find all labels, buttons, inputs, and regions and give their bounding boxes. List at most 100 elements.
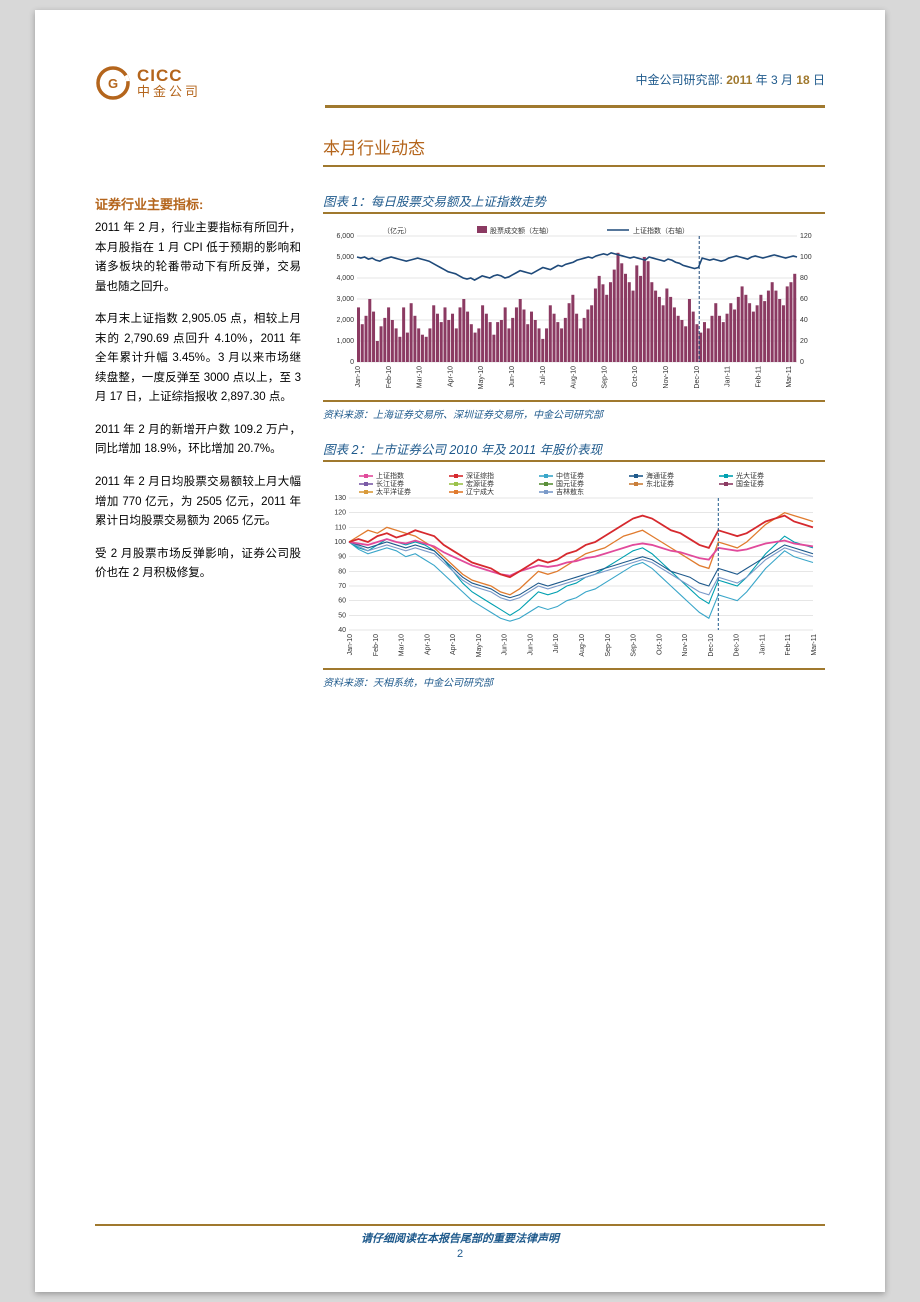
svg-text:130: 130 <box>334 495 346 502</box>
svg-text:70: 70 <box>338 583 346 590</box>
svg-text:40: 40 <box>800 317 808 324</box>
svg-text:Mar-11: Mar-11 <box>786 366 793 388</box>
svg-text:Mar-10: Mar-10 <box>399 634 406 656</box>
svg-text:May-10: May-10 <box>478 366 485 389</box>
sidebar-p4: 2011 年 2 月日均股票交易额较上月大幅增加 770 亿元，为 2505 亿… <box>95 473 301 532</box>
footer-page: 2 <box>95 1248 825 1260</box>
sidebar-heading: 证券行业主要指标: <box>95 194 301 213</box>
svg-text:Apr-10: Apr-10 <box>450 634 457 655</box>
svg-text:Dec-10: Dec-10 <box>694 366 701 389</box>
svg-text:60: 60 <box>338 598 346 605</box>
chart2-title: 图表 2：上市证券公司 2010 年及 2011 年股价表现 <box>323 439 825 462</box>
svg-text:Jan-11: Jan-11 <box>759 634 766 655</box>
chart1-source: 资料来源：上海证券交易所、深圳证券交易所，中金公司研究部 <box>323 406 825 421</box>
svg-text:Sep-10: Sep-10 <box>605 634 612 657</box>
svg-text:Nov-10: Nov-10 <box>682 634 689 657</box>
svg-text:中信证券: 中信证券 <box>556 471 584 480</box>
chart1-svg: 01,0002,0003,0004,0005,0006,000020406080… <box>323 222 823 398</box>
svg-text:0: 0 <box>350 359 354 366</box>
svg-text:Jun-10: Jun-10 <box>509 366 516 388</box>
svg-text:40: 40 <box>338 627 346 634</box>
svg-text:辽宁成大: 辽宁成大 <box>466 487 494 496</box>
svg-text:100: 100 <box>800 254 812 261</box>
chart1-title: 图表 1：每日股票交易额及上证指数走势 <box>323 191 825 214</box>
svg-text:Oct-10: Oct-10 <box>656 634 663 655</box>
svg-text:Jan-11: Jan-11 <box>725 366 732 387</box>
svg-text:0: 0 <box>800 359 804 366</box>
svg-text:Nov-10: Nov-10 <box>663 366 670 389</box>
svg-text:80: 80 <box>338 568 346 575</box>
svg-text:Feb-10: Feb-10 <box>386 366 393 388</box>
svg-text:东北证券: 东北证券 <box>646 479 674 488</box>
svg-text:Sep-10: Sep-10 <box>631 634 638 657</box>
logo-text-cn: 中金公司 <box>137 84 201 100</box>
sidebar-p5: 受 2 月股票市场反弹影响，证券公司股价也在 2 月积极修复。 <box>95 545 301 584</box>
svg-text:100: 100 <box>334 539 346 546</box>
sidebar: 证券行业主要指标: 2011 年 2 月，行业主要指标有所回升，本月股指在 1 … <box>95 134 301 707</box>
chart2-svg: 40 50 60 70 80 90 100 110 120 130 Jan-10 Feb-10 Mar-… <box>323 470 823 666</box>
svg-text:5,000: 5,000 <box>336 254 354 261</box>
svg-text:50: 50 <box>338 612 346 619</box>
svg-text:6,000: 6,000 <box>336 233 354 240</box>
svg-text:2,000: 2,000 <box>336 317 354 324</box>
svg-text:海通证券: 海通证券 <box>646 471 674 480</box>
sidebar-p2: 本月末上证指数 2,905.05 点，相较上月末的 2,790.69 点回升 4… <box>95 310 301 408</box>
page: G CICC 中金公司 中金公司研究部: 2011 年 3 月 18 日 证券行… <box>35 10 885 1292</box>
svg-text:上证指数: 上证指数 <box>376 471 404 480</box>
svg-text:110: 110 <box>335 524 346 531</box>
svg-text:宏源证券: 宏源证券 <box>466 479 494 488</box>
svg-text:3,000: 3,000 <box>336 296 354 303</box>
footer-text: 请仔细阅读在本报告尾部的重要法律声明 <box>95 1230 825 1246</box>
chart2: 40 50 60 70 80 90 100 110 120 130 Jan-10 Feb-10 Mar-… <box>323 470 825 670</box>
svg-text:Jan-10: Jan-10 <box>355 366 362 388</box>
svg-text:G: G <box>108 76 118 91</box>
svg-text:国元证券: 国元证券 <box>556 479 584 488</box>
svg-text:Feb-11: Feb-11 <box>785 634 792 656</box>
logo-icon: G <box>95 65 131 101</box>
svg-text:20: 20 <box>800 338 808 345</box>
svg-text:120: 120 <box>334 510 346 517</box>
svg-text:Aug-10: Aug-10 <box>571 366 578 389</box>
svg-text:Oct-10: Oct-10 <box>632 366 639 387</box>
svg-text:Jun-10: Jun-10 <box>502 634 509 656</box>
svg-text:90: 90 <box>338 554 346 561</box>
svg-text:Mar-10: Mar-10 <box>417 366 424 388</box>
svg-text:Jul-10: Jul-10 <box>540 366 547 385</box>
svg-text:4,000: 4,000 <box>336 275 354 282</box>
svg-text:May-10: May-10 <box>476 634 483 657</box>
header-rule <box>325 105 825 108</box>
svg-text:Apr-10: Apr-10 <box>424 634 431 655</box>
svg-text:120: 120 <box>800 233 812 240</box>
footer: 请仔细阅读在本报告尾部的重要法律声明 2 <box>95 1224 825 1260</box>
svg-text:Dec-10: Dec-10 <box>708 634 715 657</box>
section-title: 本月行业动态 <box>323 134 825 167</box>
svg-text:上证指数（右轴）: 上证指数（右轴） <box>633 226 689 235</box>
svg-text:Feb-11: Feb-11 <box>755 366 762 388</box>
svg-text:Mar-11: Mar-11 <box>811 634 818 656</box>
header-date: 中金公司研究部: 2011 年 3 月 18 日 <box>636 65 825 88</box>
sidebar-p3: 2011 年 2 月的新增开户数 109.2 万户，同比增加 18.9%，环比增… <box>95 421 301 460</box>
svg-text:光大证券: 光大证券 <box>736 471 764 480</box>
svg-text:60: 60 <box>800 296 808 303</box>
svg-text:Aug-10: Aug-10 <box>579 634 586 657</box>
svg-text:（亿元）: （亿元） <box>383 226 411 235</box>
svg-text:长江证券: 长江证券 <box>376 479 404 488</box>
svg-text:Feb-10: Feb-10 <box>373 634 380 656</box>
chart2-source: 资料来源：天相系统，中金公司研究部 <box>323 674 825 689</box>
svg-text:Sep-10: Sep-10 <box>601 366 608 389</box>
chart1: 01,0002,0003,0004,0005,0006,000020406080… <box>323 222 825 402</box>
svg-text:股票成交额（左轴）: 股票成交额（左轴） <box>490 226 553 235</box>
svg-text:Jan-10: Jan-10 <box>347 634 354 656</box>
svg-text:Jul-10: Jul-10 <box>553 634 560 653</box>
logo: G CICC 中金公司 <box>95 65 201 101</box>
svg-text:深证综指: 深证综指 <box>466 471 494 480</box>
main: 本月行业动态 图表 1：每日股票交易额及上证指数走势 0 1,000 2,000 3,… <box>323 134 825 707</box>
svg-text:国金证券: 国金证券 <box>736 479 764 488</box>
svg-text:Dec-10: Dec-10 <box>734 634 741 657</box>
svg-text:吉林敖东: 吉林敖东 <box>556 487 584 496</box>
svg-text:1,000: 1,000 <box>336 338 354 345</box>
svg-text:Apr-10: Apr-10 <box>447 366 454 387</box>
sidebar-p1: 2011 年 2 月，行业主要指标有所回升，本月股指在 1 月 CPI 低于预期… <box>95 219 301 297</box>
svg-text:Jun-10: Jun-10 <box>527 634 534 656</box>
svg-text:太平洋证券: 太平洋证券 <box>376 487 411 496</box>
